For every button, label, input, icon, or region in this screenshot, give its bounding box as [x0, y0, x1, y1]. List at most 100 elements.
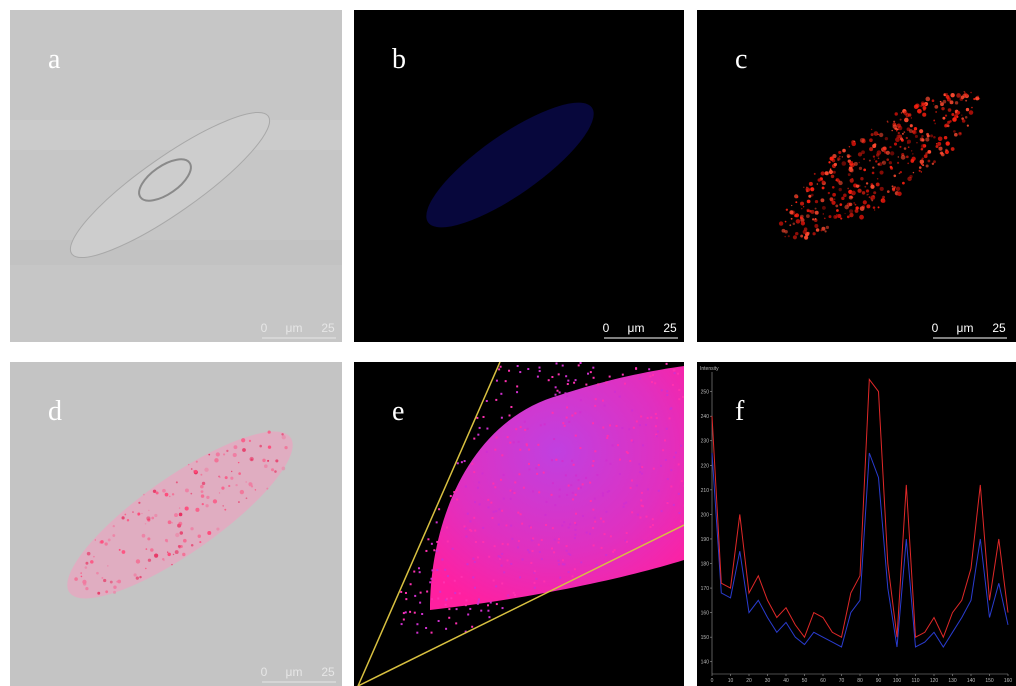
- speck: [635, 367, 638, 370]
- speck: [882, 146, 887, 150]
- speck: [577, 479, 580, 482]
- speck: [505, 524, 508, 527]
- speck: [804, 235, 809, 240]
- speck: [672, 503, 675, 506]
- speck: [566, 395, 569, 398]
- speck: [445, 597, 448, 600]
- x-tick-label: 70: [839, 678, 845, 684]
- speck: [864, 185, 867, 188]
- speck: [641, 472, 644, 475]
- speck: [618, 472, 621, 475]
- speck: [815, 228, 820, 232]
- speck: [866, 204, 871, 209]
- speck: [190, 527, 194, 531]
- speck: [566, 383, 569, 386]
- speck: [606, 437, 609, 440]
- speck: [441, 558, 444, 561]
- speck: [649, 526, 652, 529]
- speck: [917, 108, 922, 114]
- speck: [80, 572, 82, 574]
- speck: [828, 215, 832, 219]
- speck: [814, 207, 817, 210]
- speck: [476, 602, 479, 605]
- speck: [254, 489, 257, 491]
- speck: [126, 519, 130, 522]
- speck: [519, 448, 522, 451]
- speck: [946, 124, 950, 128]
- speck: [487, 506, 490, 509]
- speck: [828, 161, 831, 164]
- panel-f-image: [697, 362, 1016, 686]
- speck: [893, 120, 896, 123]
- speck: [454, 592, 457, 595]
- speck: [822, 205, 826, 210]
- speck: [930, 134, 934, 138]
- speck: [870, 128, 873, 131]
- speck: [495, 603, 498, 606]
- speck: [589, 500, 592, 503]
- speck: [600, 546, 603, 549]
- speck: [825, 171, 830, 176]
- speck: [482, 415, 485, 418]
- speck: [899, 137, 903, 141]
- speck: [837, 159, 839, 161]
- speck: [956, 111, 961, 115]
- speck: [259, 444, 262, 448]
- speck: [174, 550, 179, 555]
- speck: [540, 539, 543, 542]
- speck: [952, 117, 957, 122]
- speck: [199, 541, 202, 544]
- speck: [501, 542, 504, 545]
- speck: [579, 362, 582, 365]
- speck: [829, 156, 834, 161]
- speck: [824, 230, 827, 233]
- speck: [650, 381, 653, 384]
- speck: [509, 489, 512, 492]
- y-tick-label: 250: [701, 390, 710, 396]
- speck: [925, 164, 929, 168]
- speck: [810, 209, 815, 214]
- speck: [592, 508, 595, 511]
- speck: [677, 372, 680, 375]
- speck: [563, 424, 566, 427]
- speck: [514, 594, 517, 597]
- speck: [877, 157, 880, 160]
- speck: [404, 611, 407, 614]
- speck: [551, 482, 554, 485]
- speck: [670, 469, 673, 472]
- speck: [881, 160, 887, 165]
- speck: [933, 119, 936, 122]
- speck: [905, 112, 910, 118]
- speck: [267, 445, 272, 449]
- speck: [542, 471, 545, 474]
- speck: [862, 200, 867, 205]
- speck: [250, 458, 253, 461]
- speck: [510, 524, 513, 527]
- speck: [617, 444, 620, 447]
- speck: [781, 228, 786, 233]
- speck: [678, 398, 681, 401]
- speck: [838, 187, 842, 192]
- speck: [886, 158, 890, 162]
- speck: [794, 214, 798, 218]
- speck: [184, 488, 189, 493]
- speck: [179, 531, 184, 535]
- speck: [666, 390, 669, 393]
- speck: [954, 101, 959, 105]
- speck: [448, 616, 451, 619]
- speck: [841, 156, 844, 158]
- speck: [966, 124, 969, 127]
- speck: [430, 577, 433, 580]
- speck: [555, 458, 558, 461]
- speck: [561, 364, 564, 367]
- speck: [574, 434, 577, 437]
- speck: [498, 557, 501, 560]
- speck: [920, 147, 924, 151]
- speck: [82, 582, 87, 586]
- speck: [656, 430, 659, 433]
- speck: [922, 112, 927, 117]
- speck: [592, 544, 595, 547]
- speck: [931, 99, 935, 103]
- speck: [525, 444, 528, 447]
- speck: [135, 576, 139, 580]
